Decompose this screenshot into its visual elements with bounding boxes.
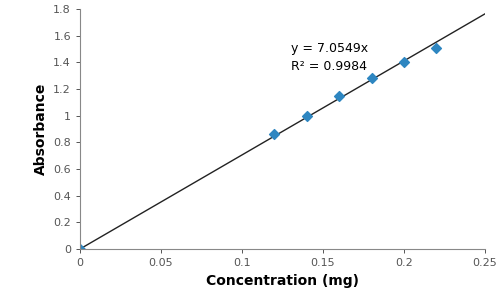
Point: [303, 113, 311, 118]
Point: [368, 76, 376, 81]
Y-axis label: Absorbance: Absorbance: [34, 83, 48, 175]
Point: [270, 132, 278, 137]
Point: [400, 60, 408, 65]
Point: [76, 247, 84, 251]
Point: [432, 45, 440, 50]
Text: y = 7.0549x
R² = 0.9984: y = 7.0549x R² = 0.9984: [290, 42, 368, 73]
X-axis label: Concentration (mg): Concentration (mg): [206, 274, 359, 288]
Point: [335, 93, 343, 98]
